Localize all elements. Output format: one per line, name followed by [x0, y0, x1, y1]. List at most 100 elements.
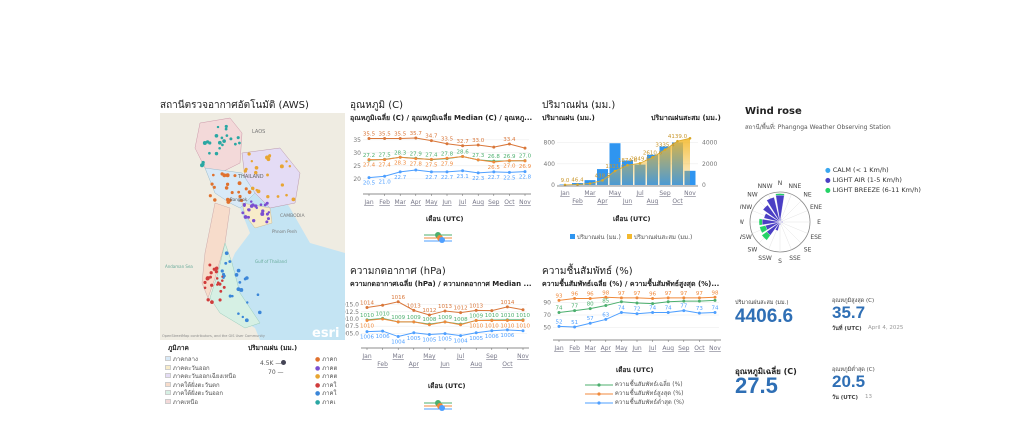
station-marker — [220, 269, 224, 273]
y-tick-label: 30 — [353, 150, 361, 157]
rainfall-chart[interactable]: 0 400 800 0 2000 4000 9.0 46.4 438.5 1321.01874.6… — [535, 122, 725, 214]
data-label: 73 — [696, 306, 703, 312]
wind-legend-item[interactable]: ● CALM (< 1 Km/h) — [825, 166, 889, 174]
station-marker — [214, 151, 219, 156]
data-point — [651, 310, 655, 314]
legend-region-color-item[interactable]: ● ภาคก — [315, 354, 337, 364]
legend-line-icon — [585, 382, 613, 387]
legend-region-item[interactable]: ภาคตะวันออก — [165, 363, 210, 373]
legend-region-item[interactable]: ภาคใต้ฝั่งตะวันออก — [165, 388, 223, 398]
rain-legend-bar[interactable]: ปริมาณฝน (มม.) — [570, 232, 621, 242]
data-point — [604, 295, 608, 299]
y-tick-label: 35 — [353, 137, 361, 144]
legend-region-item[interactable]: ภาคเหนือ — [165, 397, 198, 407]
legend-region-item[interactable]: ภาคใต้ฝั่งตะวันตก — [165, 380, 220, 390]
data-label: 22.8 — [519, 175, 532, 181]
station-map[interactable]: LAOS THAILAND CAMBODIA Phnom Penh Gulf o… — [160, 113, 345, 340]
humidity-legend-item[interactable]: ความชื้นสัมพัทธ์สูงสุด (%) — [585, 388, 683, 398]
station-marker — [237, 190, 241, 194]
pressure-legend-icon[interactable] — [424, 396, 454, 415]
data-label: 27.4 — [378, 163, 391, 169]
data-label: 1010 — [485, 313, 499, 319]
data-point — [412, 308, 416, 312]
x-tick-label: Feb — [572, 198, 583, 205]
data-label: 1006 — [500, 333, 514, 339]
station-marker — [236, 287, 241, 292]
map-legend: ภูมิภาค ปริมาณฝน (มม.) 4.5K — 70 — ภาคกล… — [160, 343, 345, 423]
data-label: 27.5 — [425, 162, 438, 168]
x-tick-label: Jul — [458, 199, 467, 206]
x-tick-label: May — [609, 190, 622, 197]
data-point — [490, 329, 494, 333]
wind-legend-item[interactable]: ● LIGHT AIR (1-5 Km/h) — [825, 176, 902, 184]
region-dot: ● — [315, 398, 321, 406]
data-label: 1010 — [485, 323, 499, 329]
station-marker — [237, 312, 240, 315]
station-marker — [247, 152, 251, 156]
cumulative-point — [676, 139, 679, 143]
legend-region-item[interactable]: ภาคตะวันออกเฉียงเหนือ — [165, 371, 236, 381]
data-label: 33.5 — [441, 137, 454, 143]
x-tick-label: Jan — [559, 190, 569, 197]
cumulative-point — [626, 163, 629, 167]
data-label: 27.9 — [410, 151, 423, 157]
humidity-legend-item[interactable]: ความชื้นสัมพัทธ์ต่ำสุด (%) — [585, 397, 684, 407]
region-north — [194, 117, 243, 174]
data-label: 22.5 — [503, 175, 516, 181]
station-markers[interactable] — [200, 124, 296, 323]
legend-region-item[interactable]: ภาคกลาง — [165, 354, 198, 364]
data-point — [396, 300, 400, 304]
data-point — [461, 169, 465, 173]
data-point — [476, 143, 480, 147]
cumulative-label: 4139.0 — [668, 134, 688, 140]
station-marker — [261, 209, 265, 213]
station-marker — [210, 300, 214, 304]
x-tick-label: Jun — [622, 198, 633, 205]
temp-legend-icon[interactable] — [424, 228, 454, 247]
humidity-legend-item[interactable]: ความชื้นสัมพัทธ์เฉลี่ย (%) — [585, 379, 683, 389]
region-short-label: ภาคก — [322, 356, 338, 363]
station-marker — [208, 263, 212, 267]
map-label-andaman: Andaman Sea — [165, 264, 193, 269]
rain-legend-cumulative[interactable]: ปริมาณฝนสะสม (มม.) — [627, 232, 692, 242]
humidity-subtitle: ความชื้นสัมพัทธ์เฉลี่ย (%) / ความชื้นสัม… — [542, 280, 720, 288]
station-marker — [257, 310, 262, 315]
legend-region-color-item[interactable]: ● ภาคเ — [315, 397, 336, 407]
data-label: 97 — [618, 291, 625, 297]
data-label: 27.8 — [441, 152, 454, 158]
data-point — [666, 296, 670, 300]
legend-region-color-item[interactable]: ● ภาคใ — [315, 380, 336, 390]
data-label: 21.0 — [378, 179, 391, 185]
legend-region-color-item[interactable]: ● ภาคต — [315, 371, 337, 381]
y-tick-label: 1012.5 — [345, 309, 359, 316]
x-tick-label: Oct — [502, 361, 513, 368]
temperature-chart[interactable]: 20 25 30 35 Jan Feb Mar Apr May Jun Jul Aug Sep Oct No… — [345, 122, 535, 222]
cumulative-point — [576, 183, 579, 186]
data-label: 27.3 — [472, 153, 485, 159]
data-label: 77 — [680, 304, 687, 310]
data-point — [573, 325, 577, 329]
cumulative-label: 438.5 — [595, 173, 611, 179]
wind-legend-item[interactable]: ● LIGHT BREEZE (6-11 Km/h) — [825, 186, 921, 194]
data-point — [604, 317, 608, 321]
data-point — [557, 298, 561, 302]
station-marker — [288, 165, 292, 168]
station-marker — [214, 133, 219, 138]
data-label: 35.5 — [363, 132, 376, 138]
humidity-chart[interactable]: 50 70 90 Jan Feb Mar Apr May Jun Jul Aug Sep Oct Nov 9… — [535, 286, 725, 362]
legend-line-icon — [585, 400, 613, 405]
pressure-chart[interactable]: 1005.01007.51010.01012.51015.0 Jan Feb Mar A… — [345, 286, 535, 378]
data-point — [383, 158, 387, 162]
x-tick-label: Aug — [470, 361, 482, 368]
legend-region-color-item[interactable]: ● ภาคใ — [315, 388, 336, 398]
legend-region-color-item[interactable]: ● ภาคต — [315, 363, 337, 373]
pressure-title: ความกดอากาศ (hPa) — [350, 266, 446, 277]
max-date-value: April 4, 2025 — [868, 325, 904, 331]
x-tick-label: Mar — [585, 345, 597, 352]
data-point — [412, 331, 416, 335]
rose-direction-label: N — [778, 180, 783, 187]
y-tick-label: 1015.0 — [345, 302, 359, 309]
rain-total-value: 4406.6 — [735, 306, 794, 327]
station-marker — [244, 318, 249, 323]
